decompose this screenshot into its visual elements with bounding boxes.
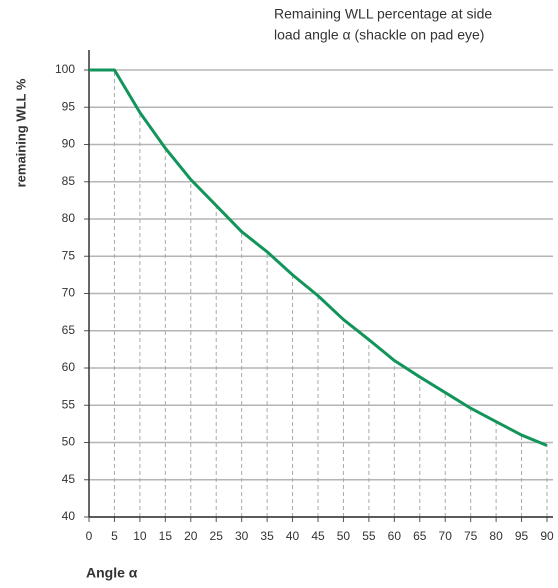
y-tick-label: 85 [62,174,76,188]
x-axis-label: Angle α [86,565,138,581]
y-tick-label: 40 [62,509,76,523]
x-tick-label: 65 [413,529,427,543]
x-tick-label: 15 [159,529,173,543]
x-tick-label: 75 [464,529,478,543]
x-tick-label: 95 [515,529,529,543]
x-tick-label: 35 [260,529,274,543]
y-tick-label: 95 [62,99,76,113]
y-axis-label: remaining WLL % [13,78,28,187]
chart-title: Remaining WLL percentage at side [274,6,492,22]
x-tick-label: 20 [184,529,198,543]
x-tick-label: 90 [540,529,554,543]
y-tick-label: 45 [62,472,76,486]
x-tick-label: 55 [362,529,376,543]
y-tick-label: 80 [62,211,76,225]
x-tick-label: 40 [286,529,300,543]
y-tick-label: 65 [62,323,76,337]
x-tick-label: 30 [235,529,249,543]
y-tick-label: 100 [55,62,75,76]
x-tick-label: 70 [439,529,453,543]
x-tick-label: 10 [133,529,147,543]
y-tick-label: 70 [62,286,76,300]
y-tick-label: 55 [62,397,76,411]
line [89,68,548,447]
y-tick-label: 60 [62,360,76,374]
y-tick-label: 50 [62,435,76,449]
x-tick-label: 25 [210,529,224,543]
y-tick-label: 75 [62,248,76,262]
x-tick-label: 60 [388,529,402,543]
x-tick-label: 80 [489,529,503,543]
x-tick-label: 5 [111,529,118,543]
x-tick-label: 45 [311,529,325,543]
x-tick-label: 50 [337,529,351,543]
x-tick-label: 0 [86,529,93,543]
chart-title: load angle α (shackle on pad eye) [274,27,484,43]
y-tick-label: 90 [62,137,76,151]
